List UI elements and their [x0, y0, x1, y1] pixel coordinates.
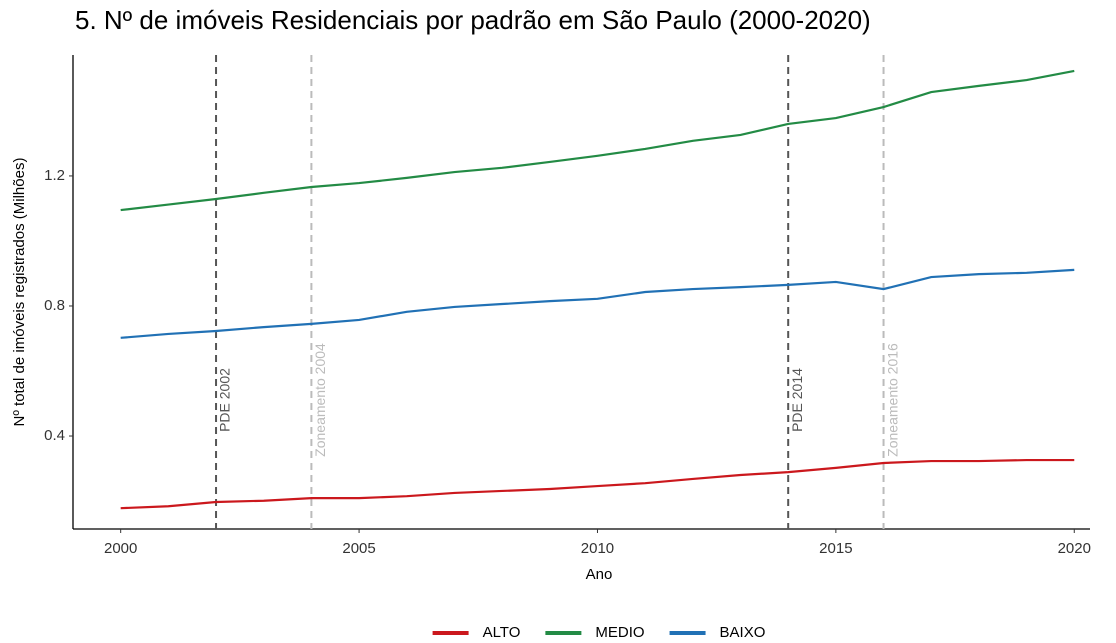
x-tick-label: 2010: [581, 540, 614, 557]
chart-title: 5. Nº de imóveis Residenciais por padrão…: [75, 5, 871, 35]
series-line: [120, 458, 1075, 510]
y-axis-title: Nº total de imóveis registrados (Milhões…: [11, 158, 28, 427]
reference-label: PDE 2014: [789, 368, 805, 432]
x-tick-label: 2015: [819, 540, 852, 557]
y-tick-label: 0.8: [44, 297, 65, 314]
legend-label: BAIXO: [720, 624, 766, 641]
legend-label: MEDIO: [595, 624, 644, 641]
x-tick-label: 2020: [1058, 540, 1091, 557]
reference-label: PDE 2002: [217, 368, 233, 432]
x-tick-label: 2000: [104, 540, 137, 557]
reference-label: Zoneamento 2016: [884, 343, 900, 457]
y-tick-label: 1.2: [44, 167, 65, 184]
x-axis-title: Ano: [586, 566, 613, 583]
series-line: [120, 268, 1075, 339]
series-line: [120, 69, 1075, 212]
y-tick-label: 0.4: [44, 427, 65, 444]
reference-label: Zoneamento 2004: [312, 343, 328, 457]
x-tick-label: 2005: [342, 540, 375, 557]
legend-label: ALTO: [483, 624, 521, 641]
